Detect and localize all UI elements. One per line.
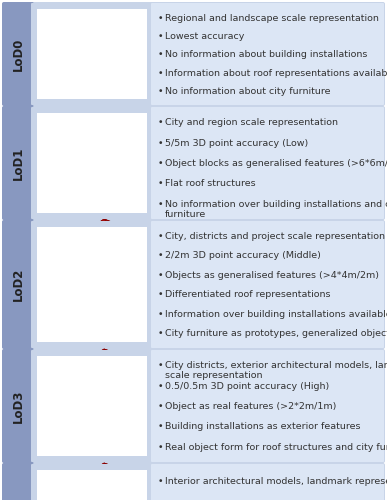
FancyBboxPatch shape — [37, 227, 147, 342]
Text: •: • — [158, 382, 163, 390]
FancyBboxPatch shape — [2, 349, 34, 463]
Text: •: • — [158, 180, 163, 188]
Polygon shape — [136, 368, 160, 430]
Text: •: • — [158, 290, 163, 300]
Text: Object blocks as generalised features (>6*6m/3m): Object blocks as generalised features (>… — [165, 159, 387, 168]
FancyBboxPatch shape — [87, 403, 97, 414]
Text: •: • — [158, 402, 163, 411]
Text: •: • — [158, 252, 163, 260]
Text: 2/2m 3D point accuracy (Middle): 2/2m 3D point accuracy (Middle) — [165, 252, 321, 260]
Polygon shape — [104, 219, 160, 257]
Text: Differentiated roof representations: Differentiated roof representations — [165, 290, 330, 300]
Text: •: • — [158, 118, 163, 127]
Polygon shape — [48, 257, 136, 312]
Text: Regional and landscape scale representation: Regional and landscape scale representat… — [165, 14, 379, 22]
FancyBboxPatch shape — [37, 470, 147, 500]
Text: Information about roof representations available: Information about roof representations a… — [165, 68, 387, 78]
Text: No information over building installations and city
furniture: No information over building installatio… — [165, 200, 387, 219]
Text: •: • — [158, 476, 163, 486]
Text: •: • — [158, 14, 163, 22]
FancyBboxPatch shape — [2, 2, 34, 106]
Text: •: • — [158, 442, 163, 452]
Text: •: • — [158, 68, 163, 78]
FancyBboxPatch shape — [2, 106, 34, 220]
Polygon shape — [48, 382, 136, 430]
Text: •: • — [158, 330, 163, 338]
Text: No information about building installations: No information about building installati… — [165, 50, 367, 59]
Polygon shape — [48, 496, 136, 500]
FancyBboxPatch shape — [31, 3, 153, 105]
Polygon shape — [48, 368, 160, 382]
FancyBboxPatch shape — [2, 220, 34, 349]
Text: Object as real features (>2*2m/1m): Object as real features (>2*2m/1m) — [165, 402, 336, 411]
Polygon shape — [48, 349, 136, 382]
Text: •: • — [158, 232, 163, 241]
Text: City and region scale representation: City and region scale representation — [165, 118, 338, 127]
Text: Lowest accuracy: Lowest accuracy — [165, 32, 244, 41]
FancyBboxPatch shape — [151, 221, 384, 348]
Polygon shape — [48, 463, 136, 496]
Text: •: • — [158, 87, 163, 96]
FancyBboxPatch shape — [151, 464, 384, 500]
Text: Real object form for roof structures and city furniture: Real object form for roof structures and… — [165, 442, 387, 452]
Polygon shape — [104, 349, 160, 382]
Text: City, districts and project scale representation: City, districts and project scale repres… — [165, 232, 385, 241]
Polygon shape — [136, 241, 160, 312]
FancyBboxPatch shape — [31, 464, 153, 500]
FancyBboxPatch shape — [37, 356, 147, 456]
FancyBboxPatch shape — [2, 349, 385, 463]
Text: •: • — [158, 422, 163, 432]
FancyBboxPatch shape — [2, 2, 385, 106]
Text: City districts, exterior architectural models, landmark
scale representation: City districts, exterior architectural m… — [165, 361, 387, 380]
Text: •: • — [158, 159, 163, 168]
Text: No information about city furniture: No information about city furniture — [165, 87, 330, 96]
FancyBboxPatch shape — [31, 107, 153, 219]
FancyBboxPatch shape — [37, 113, 147, 213]
Polygon shape — [46, 110, 160, 125]
Text: Interior architectural models, landmark representation: Interior architectural models, landmark … — [165, 476, 387, 486]
Text: Building installations as exterior features: Building installations as exterior featu… — [165, 422, 361, 432]
FancyBboxPatch shape — [2, 220, 385, 349]
Polygon shape — [48, 463, 160, 496]
FancyBboxPatch shape — [151, 107, 384, 219]
Text: •: • — [158, 271, 163, 280]
Polygon shape — [48, 349, 160, 382]
Text: •: • — [158, 138, 163, 147]
FancyBboxPatch shape — [111, 403, 121, 414]
FancyBboxPatch shape — [2, 106, 385, 220]
Polygon shape — [46, 125, 138, 201]
Text: •: • — [158, 361, 163, 370]
FancyBboxPatch shape — [151, 350, 384, 462]
FancyBboxPatch shape — [31, 221, 153, 348]
Polygon shape — [136, 482, 160, 500]
FancyBboxPatch shape — [63, 403, 72, 414]
Polygon shape — [138, 110, 160, 201]
FancyBboxPatch shape — [37, 9, 147, 99]
Polygon shape — [104, 463, 160, 496]
FancyBboxPatch shape — [151, 3, 384, 105]
FancyBboxPatch shape — [2, 463, 385, 500]
Text: City furniture as prototypes, generalized objects: City furniture as prototypes, generalize… — [165, 330, 387, 338]
Text: •: • — [158, 200, 163, 208]
Text: 0.5/0.5m 3D point accuracy (High): 0.5/0.5m 3D point accuracy (High) — [165, 382, 329, 390]
Text: •: • — [158, 50, 163, 59]
Text: •: • — [158, 32, 163, 41]
Text: 5/5m 3D point accuracy (Low): 5/5m 3D point accuracy (Low) — [165, 138, 308, 147]
Text: LoD1: LoD1 — [12, 146, 24, 180]
Polygon shape — [52, 29, 132, 79]
Polygon shape — [48, 219, 160, 257]
Polygon shape — [48, 482, 160, 496]
FancyBboxPatch shape — [2, 463, 34, 500]
Polygon shape — [48, 241, 160, 257]
Polygon shape — [48, 219, 136, 257]
Text: LoD2: LoD2 — [12, 268, 24, 301]
Text: •: • — [158, 310, 163, 319]
Text: Flat roof structures: Flat roof structures — [165, 180, 256, 188]
FancyBboxPatch shape — [31, 350, 153, 462]
Text: Objects as generalised features (>4*4m/2m): Objects as generalised features (>4*4m/2… — [165, 271, 379, 280]
Text: LoD0: LoD0 — [12, 38, 24, 70]
Text: LoD3: LoD3 — [12, 390, 24, 422]
Text: Information over building installations available: Information over building installations … — [165, 310, 387, 319]
